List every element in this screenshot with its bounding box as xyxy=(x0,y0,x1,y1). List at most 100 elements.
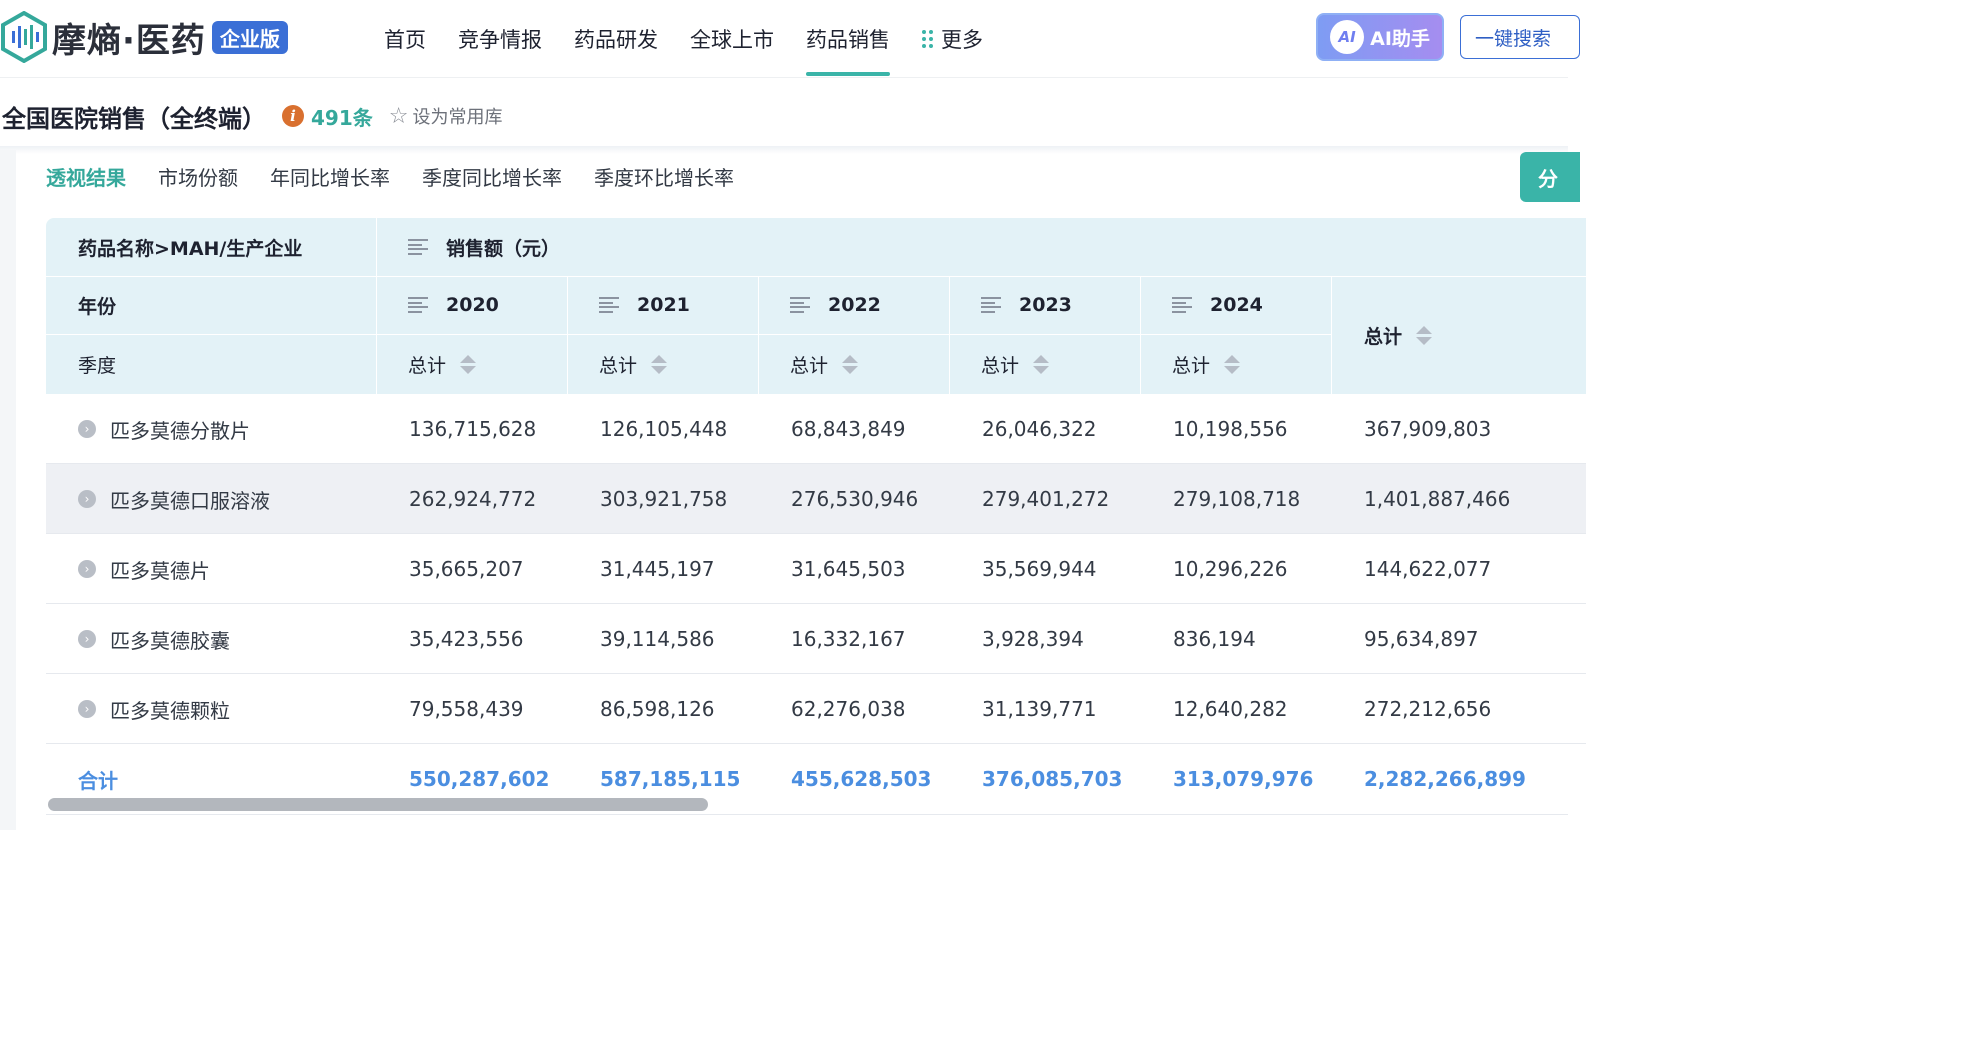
drug-name-cell[interactable]: › 匹多莫德分散片 xyxy=(78,394,250,464)
expand-icon[interactable]: › xyxy=(78,700,96,718)
total-value-cell: 313,079,976 xyxy=(1173,767,1314,791)
row-total-cell: 367,909,803 xyxy=(1364,417,1492,441)
table-row: › 匹多莫德颗粒 79,558,439 86,598,126 62,276,03… xyxy=(46,674,1586,744)
expand-icon[interactable]: › xyxy=(78,560,96,578)
set-favorite-button[interactable]: ☆ 设为常用库 xyxy=(389,103,503,129)
info-icon[interactable]: i xyxy=(282,105,304,127)
drug-name: 匹多莫德口服溶液 xyxy=(110,488,270,513)
value-cell: 39,114,586 xyxy=(600,627,715,651)
table-header: 药品名称>MAH/生产企业 年份 季度 销售额（元） 2020 2021 202… xyxy=(46,218,1586,394)
sort-icon[interactable] xyxy=(460,354,477,374)
tab-quarter-qoq-growth[interactable]: 季度环比增长率 xyxy=(594,166,734,190)
analysis-side-button[interactable]: 分 xyxy=(1520,152,1580,202)
nav-item-drug-rd[interactable]: 药品研发 xyxy=(558,0,674,78)
result-tabs: 透视结果 市场份额 年同比增长率 季度同比增长率 季度环比增长率 xyxy=(46,158,734,198)
row-total-cell: 95,634,897 xyxy=(1364,627,1479,651)
sort-icon[interactable] xyxy=(1416,325,1433,345)
collapse-icon[interactable] xyxy=(408,297,430,313)
sort-icon[interactable] xyxy=(842,354,859,374)
drug-name-cell[interactable]: › 匹多莫德口服溶液 xyxy=(78,464,270,534)
ai-assistant-label: AI助手 xyxy=(1370,27,1430,50)
row-header-drug: 药品名称>MAH/生产企业 xyxy=(78,237,303,260)
drug-name: 匹多莫德分散片 xyxy=(110,418,250,443)
tab-yoy-growth[interactable]: 年同比增长率 xyxy=(270,166,390,190)
subtotal-label: 总计 xyxy=(790,354,829,377)
measure-header[interactable]: 销售额（元） xyxy=(408,218,560,276)
drug-name: 匹多莫德胶囊 xyxy=(110,628,230,653)
year-header-2021[interactable]: 2021 xyxy=(599,276,690,334)
tab-quarter-yoy-growth[interactable]: 季度同比增长率 xyxy=(422,166,562,190)
logo[interactable]: 摩熵·医药 企业版 xyxy=(0,8,288,66)
collapse-icon[interactable] xyxy=(1172,297,1194,313)
subtotal-label: 总计 xyxy=(408,354,447,377)
year-header-2023[interactable]: 2023 xyxy=(981,276,1072,334)
collapse-icon[interactable] xyxy=(599,297,621,313)
year-header-2024[interactable]: 2024 xyxy=(1172,276,1263,334)
year-label: 2020 xyxy=(446,294,499,316)
nav-item-label: 首页 xyxy=(384,28,426,52)
sort-icon[interactable] xyxy=(1033,354,1050,374)
grand-total-label: 总计 xyxy=(1364,325,1403,348)
value-cell: 68,843,849 xyxy=(791,417,906,441)
sort-icon[interactable] xyxy=(1224,354,1241,374)
total-value-cell: 587,185,115 xyxy=(600,767,741,791)
value-cell: 276,530,946 xyxy=(791,487,919,511)
tab-market-share[interactable]: 市场份额 xyxy=(158,166,238,190)
subtotal-label: 总计 xyxy=(1172,354,1211,377)
subtotal-header-2021[interactable]: 总计 xyxy=(599,334,668,394)
value-cell: 262,924,772 xyxy=(409,487,537,511)
collapse-icon[interactable] xyxy=(790,297,812,313)
value-cell: 136,715,628 xyxy=(409,417,537,441)
table-row: › 匹多莫德口服溶液 262,924,772 303,921,758 276,5… xyxy=(46,464,1586,534)
table-row: › 匹多莫德分散片 136,715,628 126,105,448 68,843… xyxy=(46,394,1586,464)
value-cell: 35,569,944 xyxy=(982,557,1097,581)
nav-item-home[interactable]: 首页 xyxy=(368,0,442,78)
main-nav: 首页 竞争情报 药品研发 全球上市 药品销售 更多 xyxy=(368,0,999,78)
expand-icon[interactable]: › xyxy=(78,420,96,438)
row-header-year: 年份 xyxy=(78,295,117,318)
subtotal-header-2024[interactable]: 总计 xyxy=(1172,334,1241,394)
row-total-cell: 1,401,887,466 xyxy=(1364,487,1511,511)
total-value-cell: 455,628,503 xyxy=(791,767,932,791)
ai-icon: AI xyxy=(1330,20,1365,54)
grand-total-header[interactable]: 总计 xyxy=(1364,276,1433,394)
record-count: 491条 xyxy=(311,105,373,130)
drug-name-cell[interactable]: › 匹多莫德胶囊 xyxy=(78,604,230,674)
subtotal-label: 总计 xyxy=(981,354,1020,377)
value-cell: 31,445,197 xyxy=(600,557,715,581)
left-rail xyxy=(0,150,16,830)
total-value-cell: 550,287,602 xyxy=(409,767,550,791)
subtotal-header-2023[interactable]: 总计 xyxy=(981,334,1050,394)
nav-item-competitive-intel[interactable]: 竞争情报 xyxy=(442,0,558,78)
nav-item-label: 药品销售 xyxy=(806,28,890,52)
page-title: 全国医院销售（全终端） xyxy=(2,104,266,133)
search-button-label: 一键搜索 xyxy=(1475,27,1552,50)
divider xyxy=(0,146,1568,154)
value-cell: 86,598,126 xyxy=(600,697,715,721)
drug-name-cell[interactable]: › 匹多莫德颗粒 xyxy=(78,674,230,744)
horizontal-scrollbar[interactable] xyxy=(48,798,708,811)
year-header-2022[interactable]: 2022 xyxy=(790,276,881,334)
tab-pivot-result[interactable]: 透视结果 xyxy=(46,166,126,190)
divider xyxy=(46,814,1568,815)
value-cell: 3,928,394 xyxy=(982,627,1084,651)
drug-name-cell[interactable]: › 匹多莫德片 xyxy=(78,534,210,604)
value-cell: 79,558,439 xyxy=(409,697,524,721)
nav-item-drug-sales[interactable]: 药品销售 xyxy=(790,0,906,78)
subtotal-header-2020[interactable]: 总计 xyxy=(408,334,477,394)
sort-icon[interactable] xyxy=(651,354,668,374)
year-header-2020[interactable]: 2020 xyxy=(408,276,499,334)
ai-assistant-button[interactable]: AI AI助手 xyxy=(1316,13,1444,61)
logo-text: 摩熵·医药 xyxy=(52,20,206,61)
expand-icon[interactable]: › xyxy=(78,630,96,648)
nav-item-more[interactable]: 更多 xyxy=(906,0,999,78)
expand-icon[interactable]: › xyxy=(78,490,96,508)
value-cell: 126,105,448 xyxy=(600,417,728,441)
subtotal-label: 总计 xyxy=(599,354,638,377)
collapse-icon[interactable] xyxy=(981,297,1003,313)
collapse-icon[interactable] xyxy=(408,239,430,255)
one-click-search-button[interactable]: 一键搜索 xyxy=(1460,15,1580,59)
nav-item-global-launch[interactable]: 全球上市 xyxy=(674,0,790,78)
total-label: 合计 xyxy=(78,768,118,793)
subtotal-header-2022[interactable]: 总计 xyxy=(790,334,859,394)
